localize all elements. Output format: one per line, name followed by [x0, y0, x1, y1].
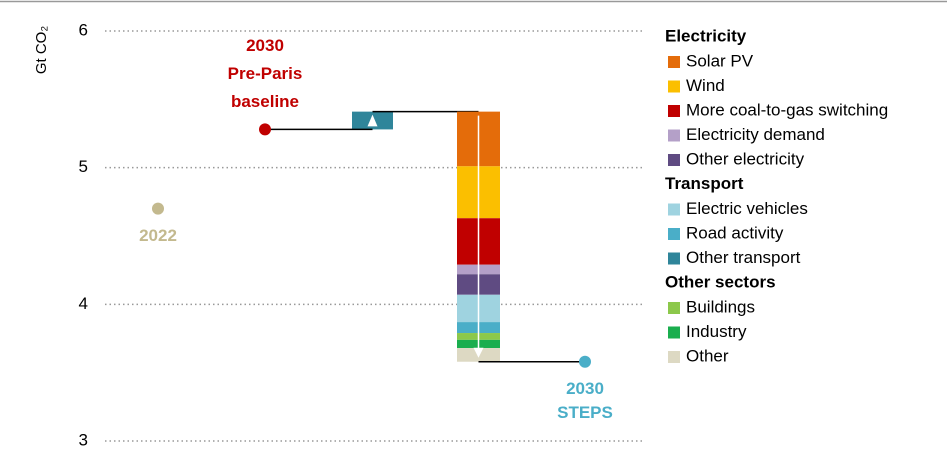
legend-label: Wind [686, 76, 725, 95]
point [579, 355, 591, 368]
legend-swatch [668, 80, 680, 93]
legend-header: Other sectors [665, 272, 776, 291]
point [152, 202, 164, 215]
legend-label: Buildings [686, 297, 755, 316]
point-label: baseline [231, 92, 299, 111]
legend-label: Solar PV [686, 51, 754, 70]
point-label: 2022 [139, 226, 177, 245]
legend-swatch [668, 302, 680, 314]
legend-label: Other transport [686, 248, 801, 267]
legend-swatch [668, 228, 680, 240]
y-tick-label: 6 [79, 20, 88, 39]
legend-swatch [668, 203, 680, 216]
legend-swatch [668, 154, 680, 166]
legend-label: Electric vehicles [686, 199, 808, 218]
legend-header: Electricity [665, 26, 747, 45]
legend-swatch [668, 129, 680, 142]
legend-swatch [668, 105, 680, 117]
legend-swatch [668, 252, 680, 265]
legend-header: Transport [665, 174, 744, 193]
point [259, 123, 271, 136]
legend-label: More coal-to-gas switching [686, 100, 888, 119]
legend-label: Other [686, 346, 729, 365]
legend-swatch [668, 56, 680, 68]
legend-swatch [668, 351, 680, 363]
point-label: Pre-Paris [228, 64, 303, 83]
point-label: 2030 [246, 36, 284, 55]
legend-label: Road activity [686, 223, 784, 242]
legend-label: Electricity demand [686, 125, 825, 144]
point-label: STEPS [557, 403, 613, 422]
point-label: 2030 [566, 379, 604, 398]
y-tick-label: 3 [79, 430, 88, 449]
y-tick-label: 4 [79, 294, 88, 313]
y-tick-label: 5 [79, 157, 88, 176]
decrease-arrowhead [473, 347, 484, 358]
increase-arrow [367, 114, 378, 127]
legend-label: Industry [686, 322, 747, 341]
legend-label: Other electricity [686, 149, 805, 168]
y-axis-label: Gt CO₂ [33, 26, 50, 75]
legend-swatch [668, 326, 680, 339]
